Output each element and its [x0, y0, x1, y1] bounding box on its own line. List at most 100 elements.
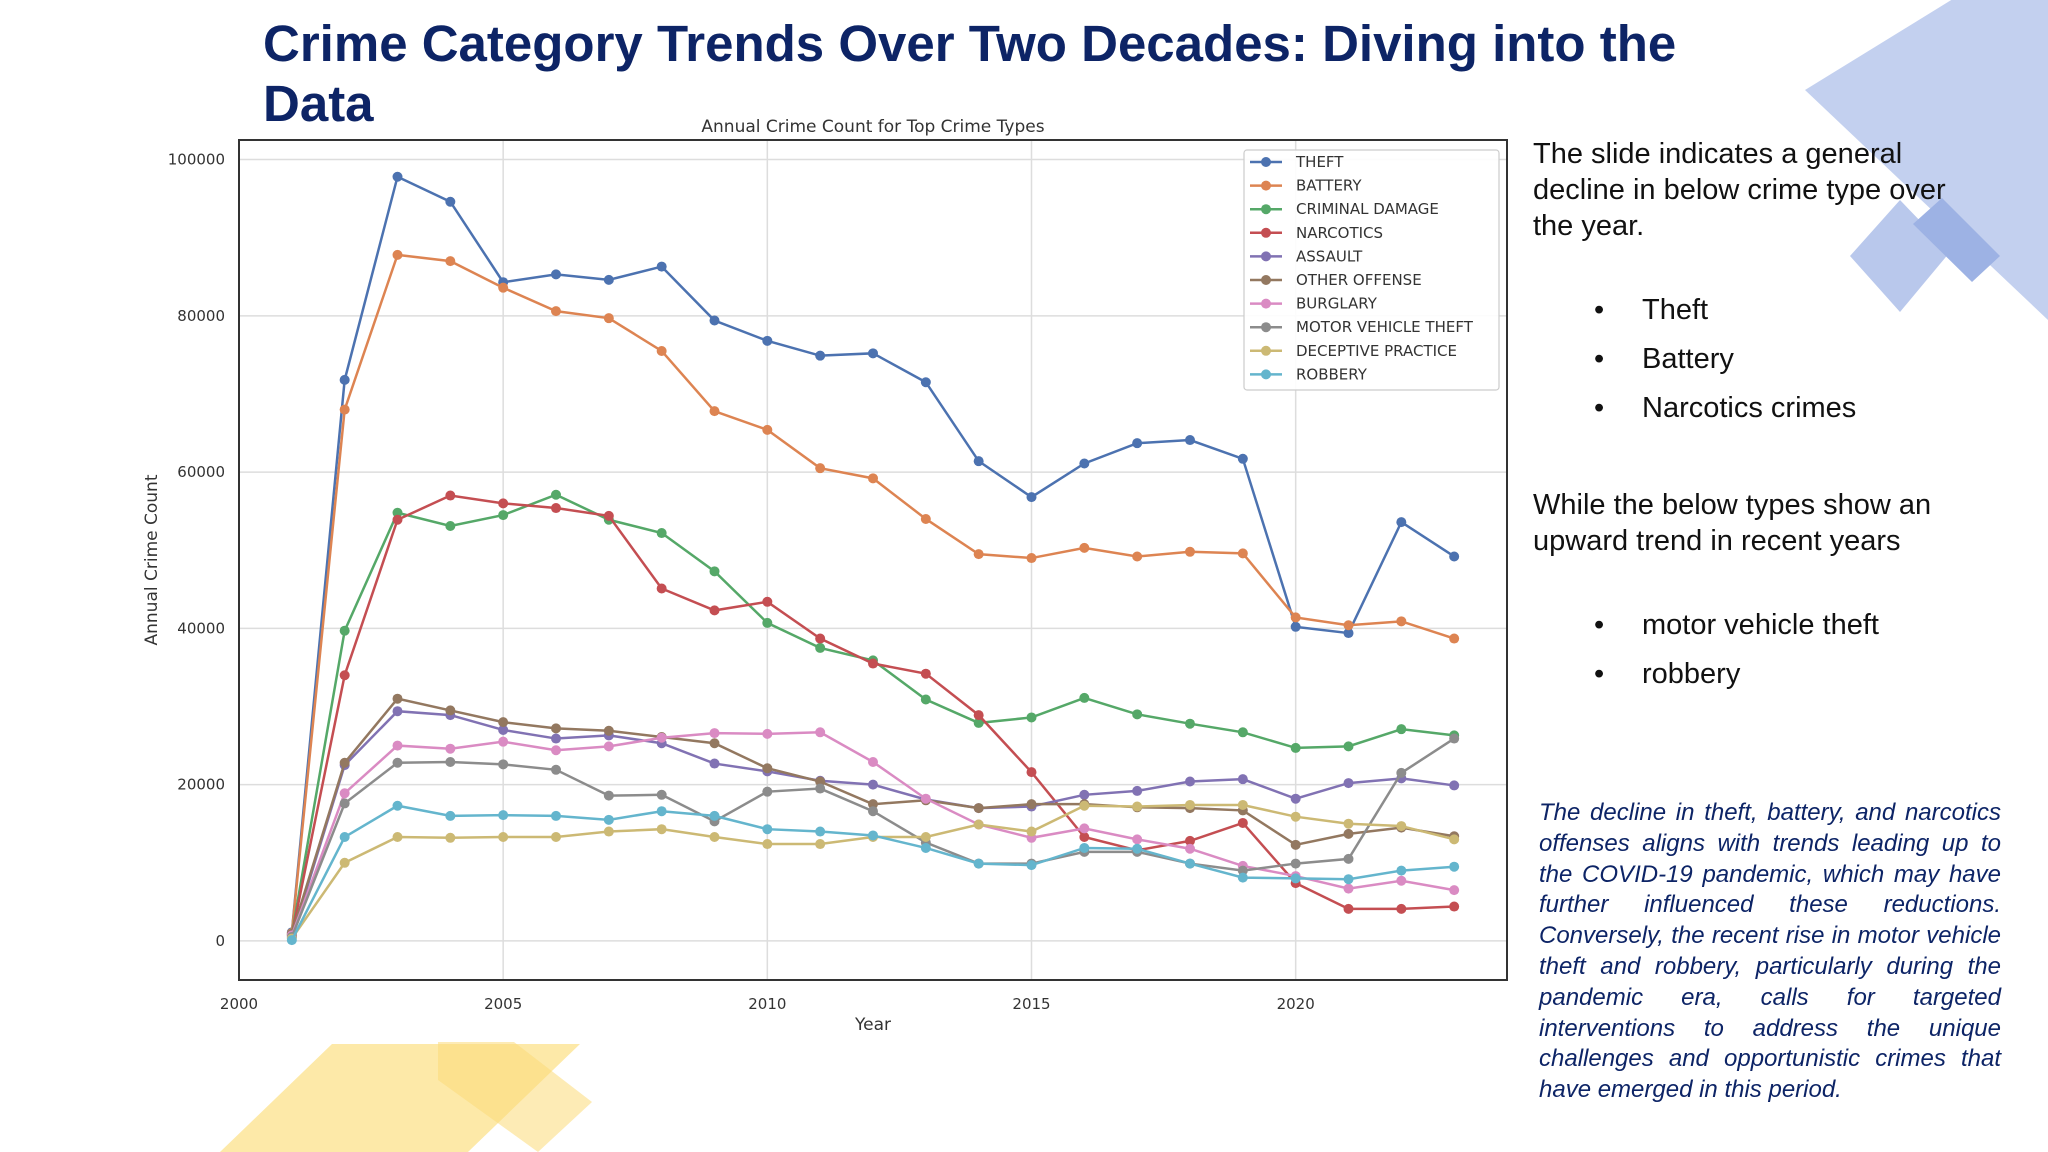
data-point — [920, 694, 931, 705]
data-point — [1079, 823, 1090, 834]
legend-box — [1243, 149, 1500, 391]
x-tick-label: 2005 — [484, 995, 522, 1013]
data-point — [815, 783, 826, 794]
data-point — [1026, 826, 1037, 837]
chart-series — [286, 171, 1460, 946]
data-point — [815, 727, 826, 738]
legend-swatch-marker — [1261, 345, 1271, 356]
data-point — [498, 759, 509, 770]
legend-label: BATTERY — [1296, 177, 1362, 195]
data-point — [815, 839, 826, 850]
x-tick-label: 2010 — [748, 995, 786, 1013]
data-point — [1185, 858, 1195, 869]
data-point — [1449, 780, 1460, 791]
data-point — [1079, 789, 1090, 800]
data-point — [1343, 903, 1354, 914]
series-battery — [286, 249, 1460, 939]
data-point — [1396, 903, 1407, 914]
data-point — [868, 830, 878, 841]
data-point — [1290, 793, 1301, 804]
data-point — [1290, 811, 1301, 822]
data-point — [1237, 774, 1248, 785]
data-point — [286, 935, 297, 946]
legend-item: BURGLARY — [1250, 295, 1378, 313]
data-point — [1449, 861, 1460, 872]
decline-list: • Theft • Battery • Narcotics crimes — [1594, 292, 1856, 439]
data-point — [1132, 843, 1143, 854]
data-point — [1343, 818, 1354, 829]
y-tick-label: 80000 — [177, 307, 225, 325]
legend-swatch-marker — [1261, 251, 1271, 262]
series-line — [290, 494, 1455, 936]
data-point — [762, 728, 773, 739]
list-item-text: motor vehicle theft — [1642, 609, 1879, 641]
data-point — [498, 810, 509, 821]
y-tick-label: 20000 — [177, 776, 225, 794]
data-point — [392, 740, 403, 751]
data-point — [339, 670, 350, 681]
data-point — [709, 810, 720, 821]
data-point — [1290, 858, 1301, 869]
data-point — [709, 566, 720, 577]
data-point — [1079, 458, 1090, 469]
data-point — [920, 668, 931, 679]
data-point — [1343, 874, 1354, 885]
data-point — [445, 743, 456, 754]
legend-swatch-marker — [1261, 204, 1271, 215]
data-point — [1343, 620, 1354, 631]
list-item: • robbery — [1594, 656, 1879, 705]
data-point — [1132, 709, 1143, 720]
data-point — [1026, 767, 1037, 778]
data-point — [339, 857, 350, 868]
data-point — [1396, 865, 1407, 876]
data-point — [551, 733, 561, 744]
legend-swatch-marker — [1261, 275, 1271, 285]
legend-item: NARCOTICS — [1250, 224, 1383, 242]
upward-intro-text: While the below types show an upward tre… — [1533, 489, 1932, 557]
data-point — [1237, 727, 1248, 738]
data-point — [709, 406, 720, 417]
data-point — [656, 528, 667, 539]
data-point — [868, 806, 878, 817]
data-point — [1237, 453, 1248, 464]
legend-label: MOTOR VEHICLE THEFT — [1296, 318, 1474, 336]
data-point — [603, 313, 614, 324]
data-point — [1449, 733, 1460, 744]
data-point — [392, 706, 403, 717]
data-point — [339, 788, 350, 799]
data-point — [339, 374, 350, 385]
series-deceptive-practice — [286, 799, 1460, 944]
data-point — [762, 786, 773, 797]
legend-item: THEFT — [1250, 153, 1344, 171]
data-point — [392, 800, 403, 811]
bullet-dot: • — [1594, 392, 1605, 424]
legend-label: ROBBERY — [1296, 365, 1368, 383]
data-point — [339, 404, 350, 415]
data-point — [445, 256, 456, 267]
data-point — [973, 456, 984, 467]
deco-diamond-large — [1805, 0, 2048, 320]
legend-label: CRIMINAL DAMAGE — [1296, 200, 1439, 218]
data-point — [1185, 835, 1195, 846]
data-point — [920, 513, 931, 524]
data-point — [1396, 724, 1407, 735]
y-tick-label: 0 — [215, 932, 225, 950]
data-point — [973, 549, 984, 560]
data-point — [1132, 551, 1143, 562]
series-criminal-damage — [286, 489, 1460, 940]
data-point — [445, 705, 456, 716]
data-point — [551, 810, 561, 821]
data-point — [656, 345, 667, 356]
data-point — [1185, 776, 1195, 787]
data-point — [445, 756, 456, 767]
data-point — [498, 736, 509, 747]
data-point — [815, 463, 826, 474]
list-item: • Narcotics crimes — [1594, 390, 1856, 439]
data-point — [1185, 843, 1195, 854]
data-point — [1343, 628, 1354, 639]
data-point — [1026, 553, 1037, 564]
list-item-text: robbery — [1642, 658, 1741, 690]
legend-swatch-marker — [1261, 180, 1271, 191]
data-point — [1185, 546, 1195, 557]
data-point — [392, 693, 403, 704]
